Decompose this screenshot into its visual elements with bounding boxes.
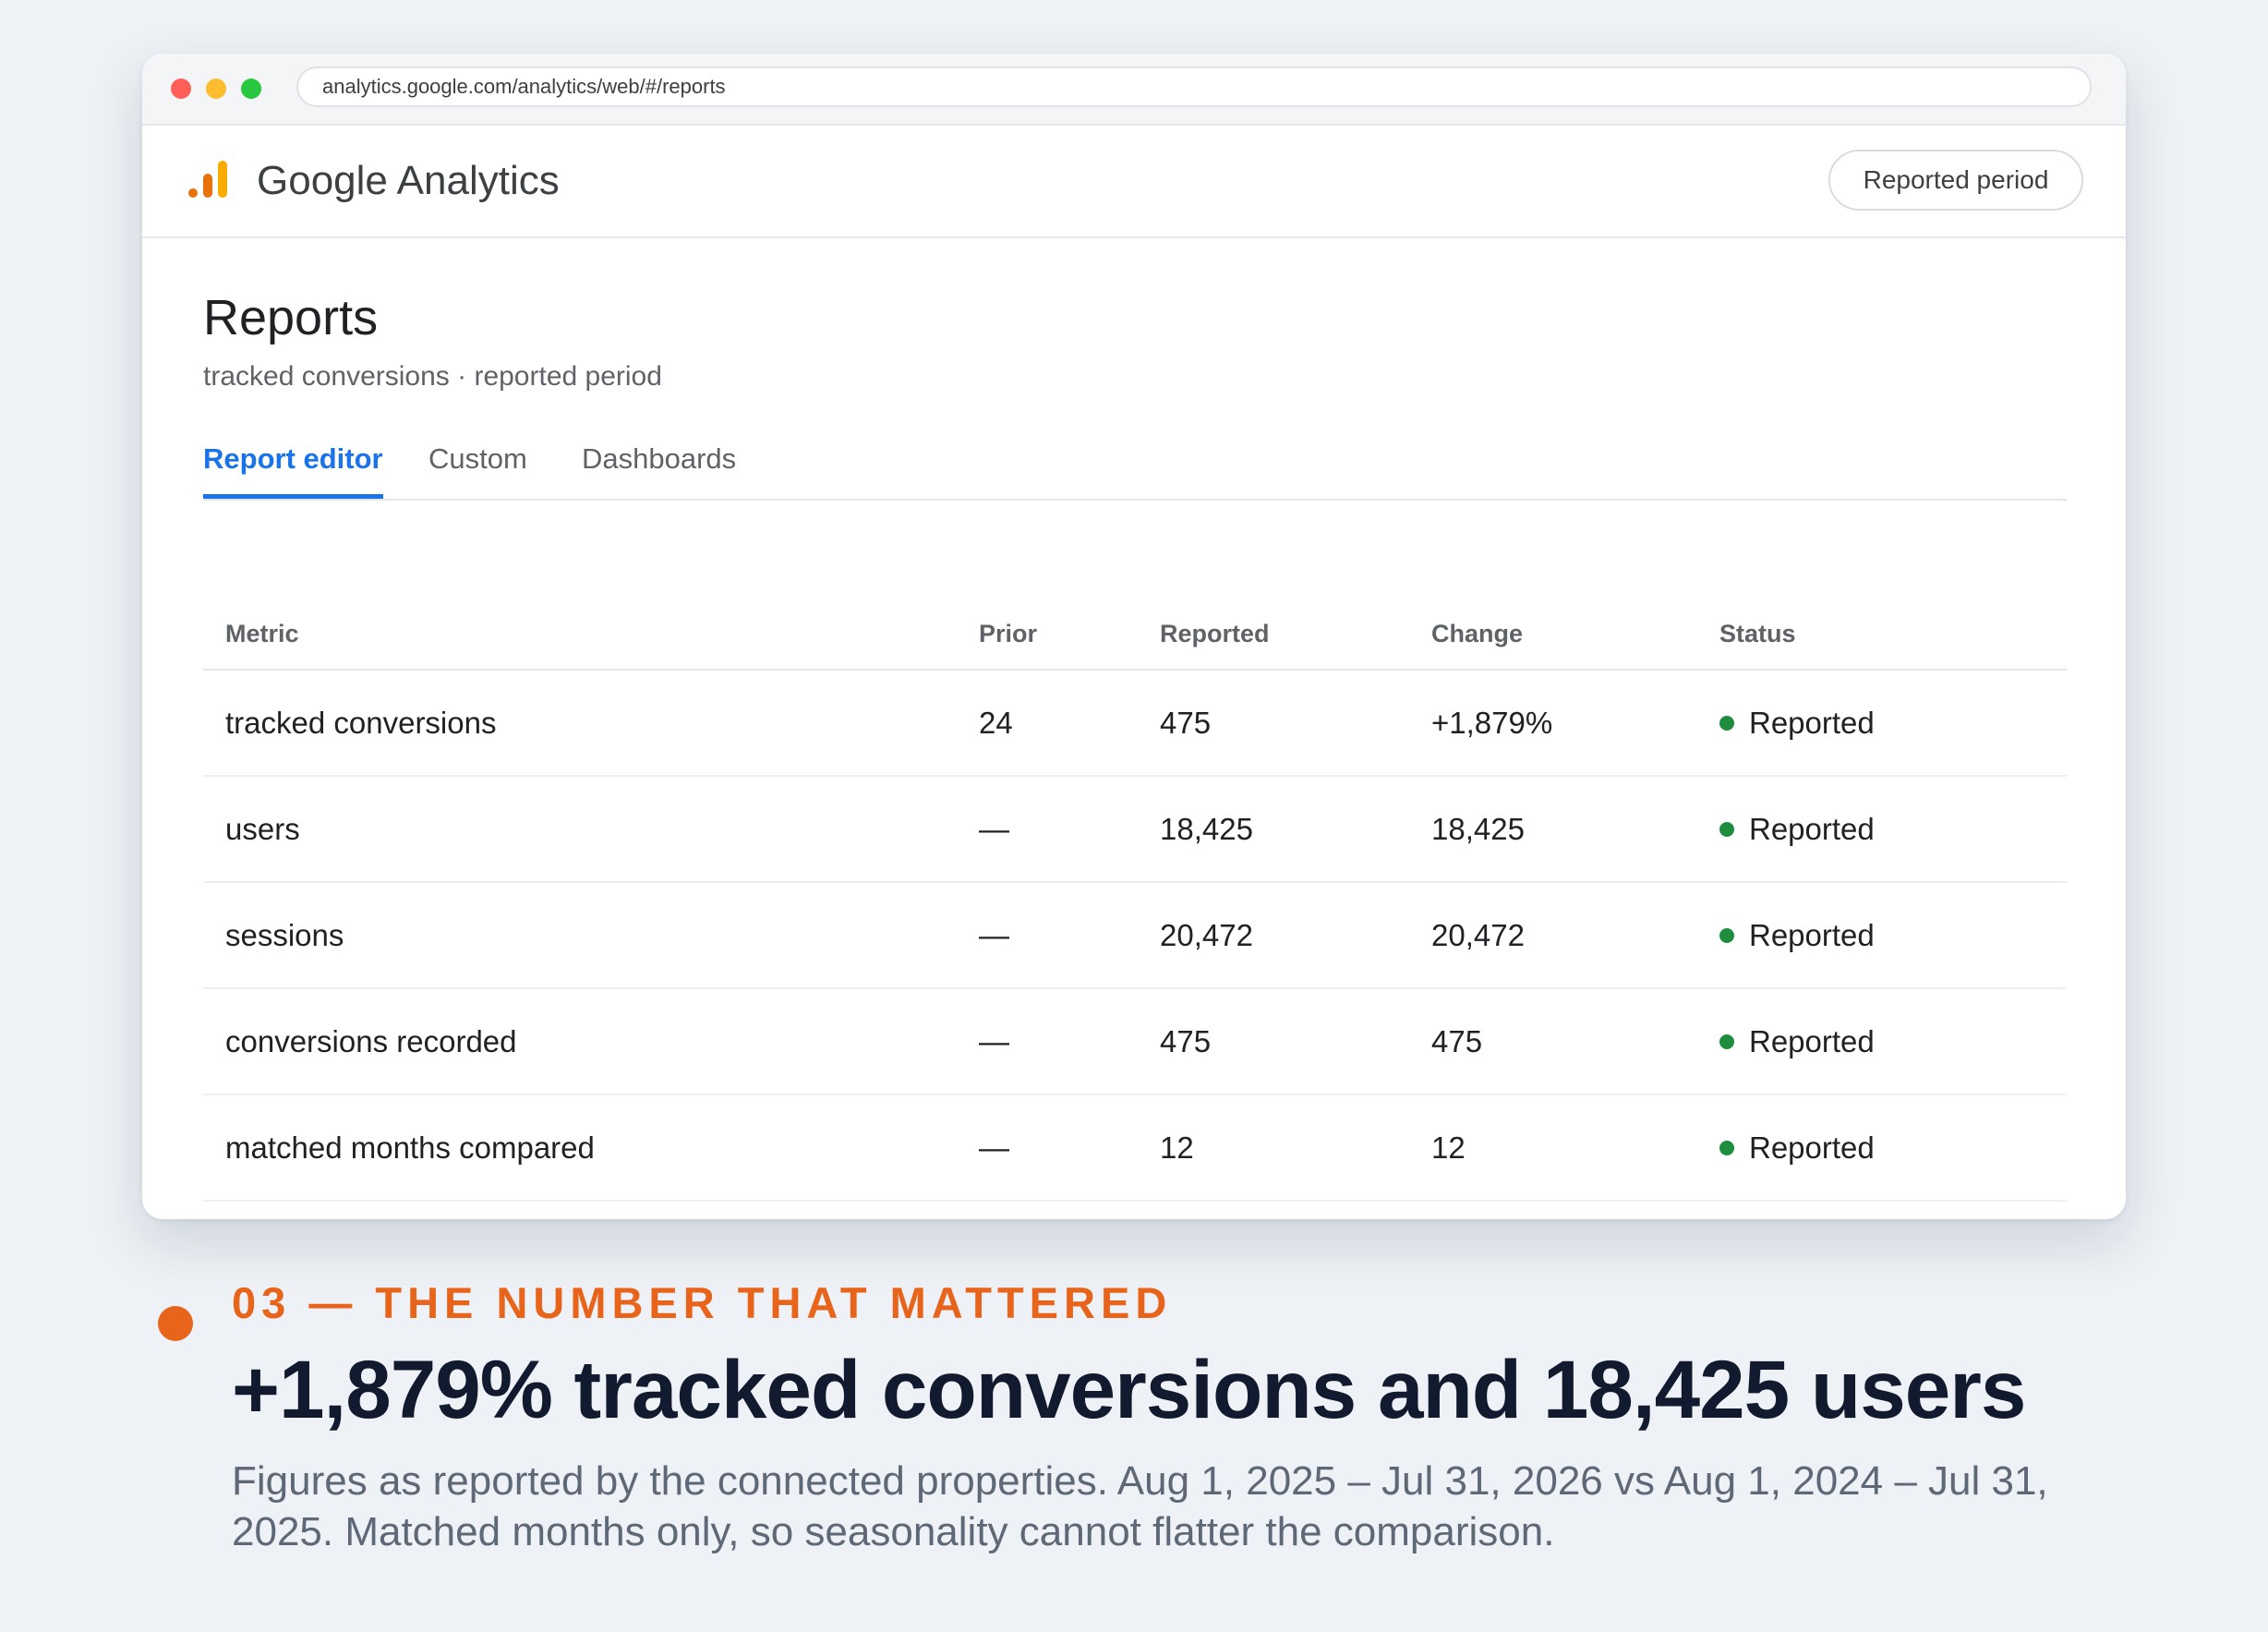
close-window-button[interactable] bbox=[171, 79, 191, 99]
tab-report-editor[interactable]: Report editor bbox=[203, 423, 383, 499]
minimize-window-button[interactable] bbox=[206, 79, 226, 99]
column-header-change[interactable]: Change bbox=[1431, 598, 1719, 671]
prior-value: — bbox=[979, 776, 1160, 883]
metric-link[interactable]: conversions recorded bbox=[203, 988, 979, 1095]
maximize-window-button[interactable] bbox=[241, 79, 261, 99]
report-table: Metric Prior Reported Change Status trac… bbox=[203, 598, 2067, 1202]
status-dot-icon bbox=[1719, 927, 1734, 943]
status-label: Reported bbox=[1749, 917, 1875, 952]
change-value: 475 bbox=[1431, 988, 1719, 1095]
metric-link[interactable]: users bbox=[203, 776, 979, 883]
change-value: +1,879% bbox=[1431, 670, 1719, 777]
tab-dashboards[interactable]: Dashboards bbox=[582, 442, 737, 475]
tab-custom[interactable]: Custom bbox=[428, 442, 527, 475]
reported-value: 12 bbox=[1160, 1094, 1431, 1202]
column-header-metric[interactable]: Metric bbox=[203, 598, 979, 671]
column-header-status[interactable]: Status bbox=[1719, 598, 2067, 671]
reported-value: 18,425 bbox=[1160, 776, 1431, 883]
page-subtitle: tracked conversions · reported period bbox=[203, 361, 662, 392]
prior-value: — bbox=[979, 882, 1160, 989]
browser-window: analytics.google.com/analytics/web/#/rep… bbox=[142, 54, 2126, 1219]
table-row: users — 18,425 18,425 Reported bbox=[203, 776, 2067, 883]
status-badge: Reported bbox=[1719, 988, 2067, 1095]
status-dot-icon bbox=[1719, 821, 1734, 837]
table-row: conversions recorded — 475 475 Reported bbox=[203, 988, 2067, 1095]
table-row: sessions — 20,472 20,472 Reported bbox=[203, 882, 2067, 989]
app-header: Google Analytics Reported period bbox=[142, 126, 2126, 238]
caption-headline: +1,879% tracked conversions and 18,425 u… bbox=[232, 1343, 2026, 1435]
change-value: 20,472 bbox=[1431, 882, 1719, 989]
status-dot-icon bbox=[1719, 1140, 1734, 1155]
address-bar[interactable]: analytics.google.com/analytics/web/#/rep… bbox=[296, 66, 2092, 107]
status-label: Reported bbox=[1749, 811, 1875, 846]
column-header-prior[interactable]: Prior bbox=[979, 598, 1160, 671]
reported-value: 475 bbox=[1160, 670, 1431, 777]
change-value: 12 bbox=[1431, 1094, 1719, 1202]
metric-link[interactable]: matched months compared bbox=[203, 1094, 979, 1202]
reported-value: 475 bbox=[1160, 988, 1431, 1095]
table-header-row: Metric Prior Reported Change Status bbox=[203, 598, 2067, 671]
column-header-reported[interactable]: Reported bbox=[1160, 598, 1431, 671]
status-label: Reported bbox=[1749, 1023, 1875, 1058]
reported-period-button[interactable]: Reported period bbox=[1828, 150, 2083, 211]
browser-chrome: analytics.google.com/analytics/web/#/rep… bbox=[142, 54, 2126, 126]
table-row: matched months compared — 12 12 Reported bbox=[203, 1094, 2067, 1202]
status-dot-icon bbox=[1719, 1034, 1734, 1049]
status-label: Reported bbox=[1749, 1130, 1875, 1165]
status-badge: Reported bbox=[1719, 1094, 2067, 1202]
prior-value: — bbox=[979, 988, 1160, 1095]
status-label: Reported bbox=[1749, 705, 1875, 740]
caption-bullet-icon bbox=[158, 1306, 193, 1341]
caption-eyebrow: 03 — THE NUMBER THAT MATTERED bbox=[232, 1278, 1173, 1327]
prior-value: — bbox=[979, 1094, 1160, 1202]
app-brand-name: Google Analytics bbox=[257, 158, 560, 203]
analytics-logo-icon bbox=[188, 161, 227, 198]
change-value: 18,425 bbox=[1431, 776, 1719, 883]
metric-link[interactable]: sessions bbox=[203, 882, 979, 989]
status-badge: Reported bbox=[1719, 882, 2067, 989]
prior-value: 24 bbox=[979, 670, 1160, 777]
page-title: Reports bbox=[203, 290, 379, 345]
table-row: tracked conversions 24 475 +1,879% Repor… bbox=[203, 670, 2067, 777]
status-badge: Reported bbox=[1719, 670, 2067, 777]
report-tabs: Report editor Custom Dashboards bbox=[203, 423, 2067, 501]
status-badge: Reported bbox=[1719, 776, 2067, 883]
reported-value: 20,472 bbox=[1160, 882, 1431, 989]
metric-link[interactable]: tracked conversions bbox=[203, 670, 979, 777]
caption-note: Figures as reported by the connected pro… bbox=[232, 1458, 2048, 1554]
status-dot-icon bbox=[1719, 715, 1734, 731]
